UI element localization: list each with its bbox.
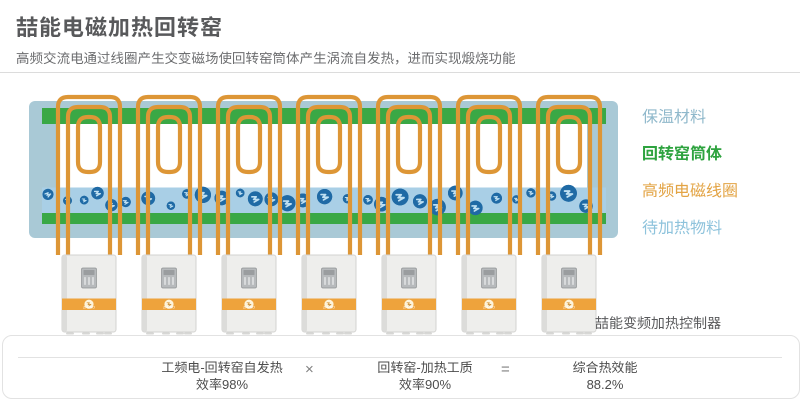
- svg-text:ZHENO: ZHENO: [483, 306, 495, 310]
- svg-text:ZHENO: ZHENO: [323, 306, 335, 310]
- svg-text:ZHENO: ZHENO: [163, 306, 175, 310]
- svg-text:ZHENO: ZHENO: [83, 306, 95, 310]
- svg-text:ZHENO: ZHENO: [403, 306, 415, 310]
- svg-text:ZHENO: ZHENO: [563, 306, 575, 310]
- svg-text:ZHENO: ZHENO: [243, 306, 255, 310]
